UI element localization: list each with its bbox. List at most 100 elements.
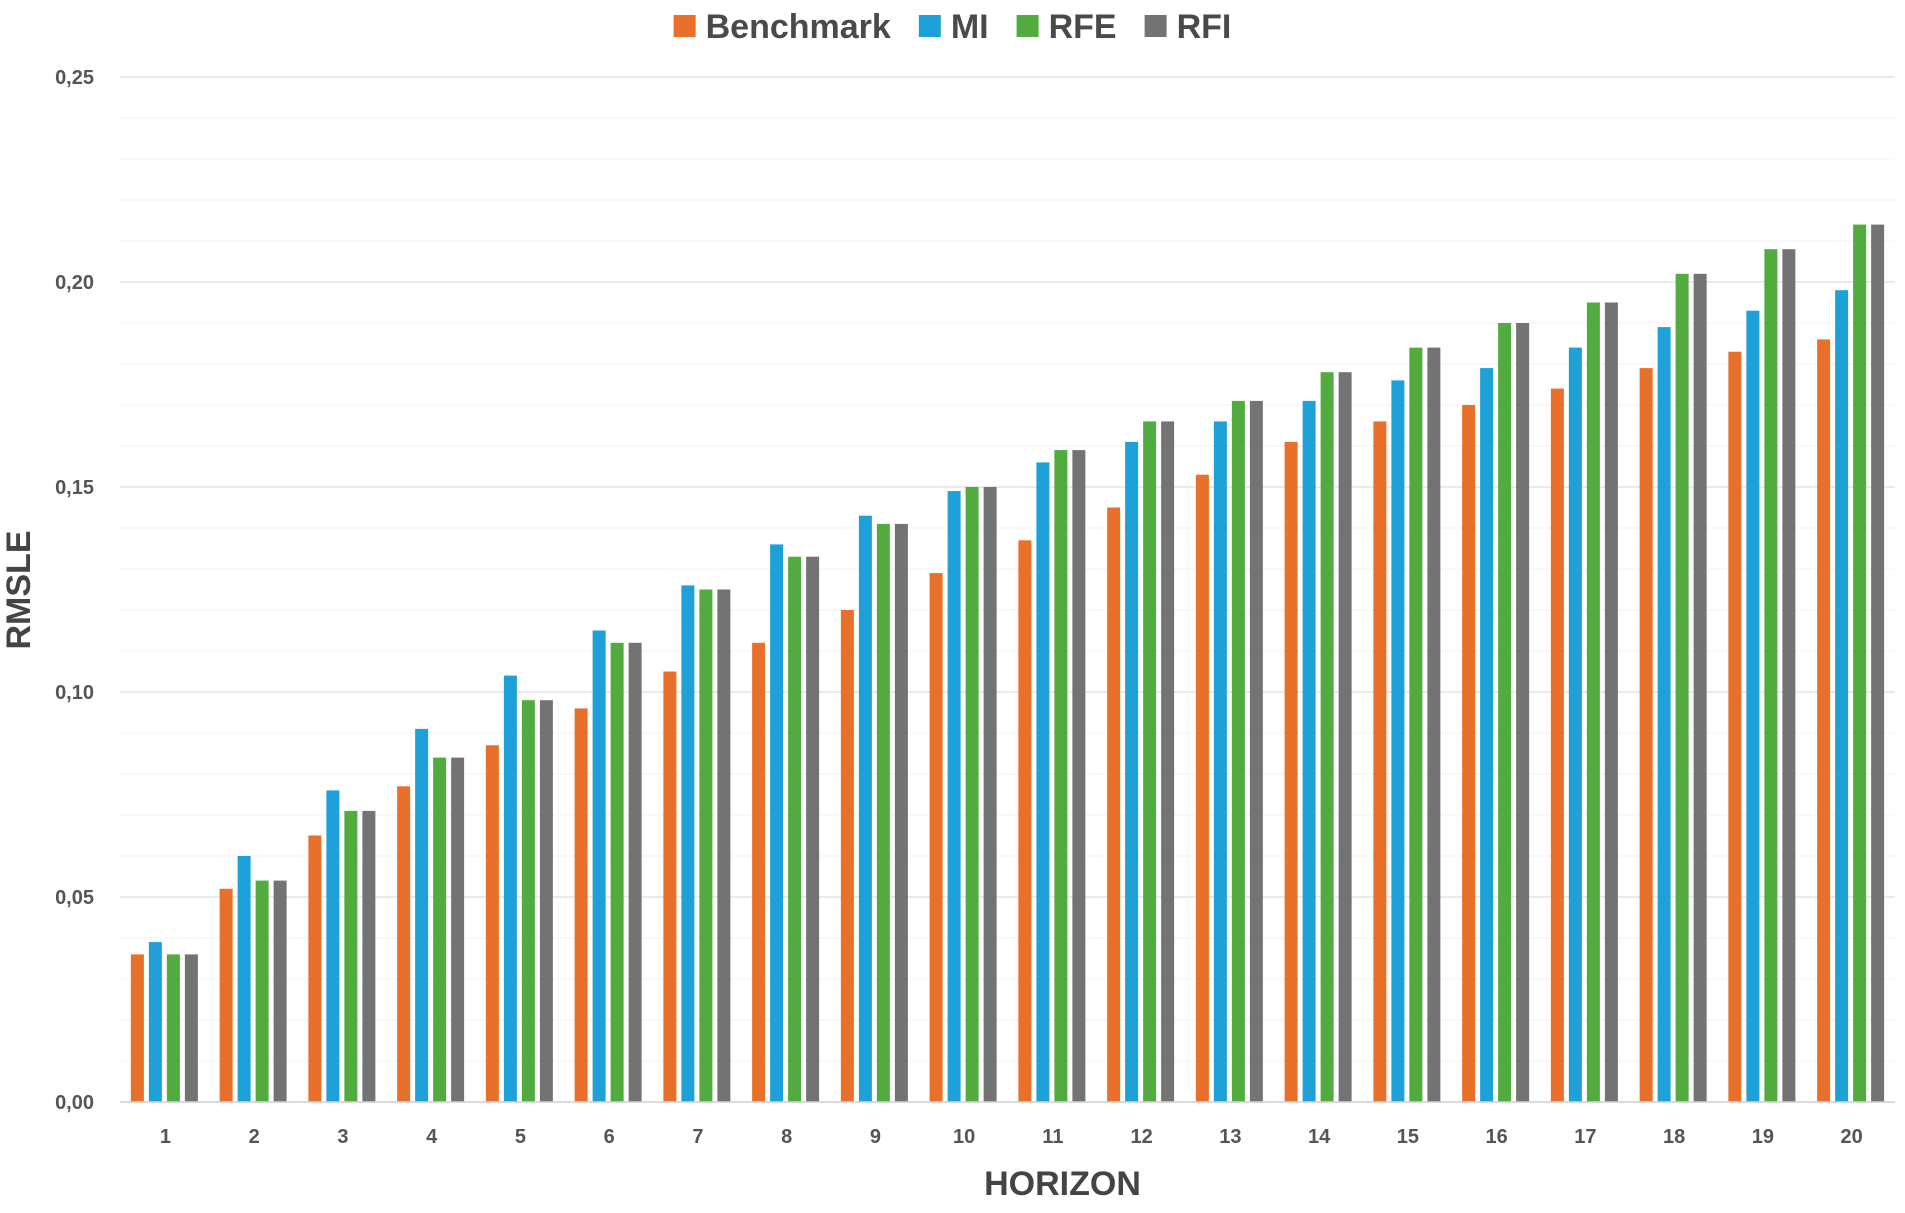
legend-swatch — [1016, 15, 1039, 37]
bar-benchmark-11 — [1018, 540, 1032, 1102]
bar-rfe-6 — [610, 642, 624, 1102]
bar-rfe-18 — [1675, 273, 1689, 1102]
bar-rfe-4 — [433, 757, 447, 1102]
bars — [130, 224, 1885, 1103]
bar-rfi-5 — [539, 700, 553, 1102]
bar-rfi-19 — [1782, 249, 1796, 1102]
bar-mi-18 — [1657, 327, 1671, 1103]
bar-rfe-12 — [1143, 421, 1157, 1102]
x-tick-label: 4 — [426, 1126, 438, 1148]
bar-mi-8 — [770, 544, 784, 1102]
bar-benchmark-10 — [929, 573, 943, 1102]
bar-benchmark-16 — [1462, 405, 1476, 1102]
x-axis-title: HORIZON — [984, 1165, 1141, 1203]
bar-rfe-10 — [965, 487, 979, 1102]
legend-item-rfi: RFI — [1144, 8, 1232, 46]
bar-rfi-9 — [894, 523, 908, 1102]
bar-rfi-10 — [983, 487, 997, 1102]
bar-rfi-17 — [1604, 302, 1618, 1102]
bar-benchmark-1 — [130, 954, 144, 1102]
bar-benchmark-19 — [1728, 351, 1742, 1102]
bar-rfe-16 — [1498, 323, 1512, 1102]
bar-rfe-7 — [699, 589, 713, 1102]
x-tick-label: 2 — [249, 1126, 260, 1148]
y-tick-label: 0,20 — [55, 272, 94, 294]
x-tick-label: 6 — [604, 1126, 615, 1148]
x-tick-label: 5 — [515, 1126, 526, 1148]
x-tick-label: 7 — [692, 1126, 703, 1148]
bar-rfe-9 — [876, 523, 890, 1102]
bar-rfi-15 — [1427, 347, 1441, 1103]
legend-label: Benchmark — [706, 8, 891, 46]
bar-benchmark-12 — [1107, 507, 1121, 1102]
bar-rfe-1 — [166, 954, 180, 1102]
bar-rfi-2 — [273, 880, 287, 1102]
bar-rfe-19 — [1764, 249, 1778, 1102]
legend: Benchmark MI RFE RFI — [673, 8, 1232, 46]
x-tick-label: 18 — [1663, 1126, 1685, 1148]
bar-rfi-14 — [1338, 372, 1352, 1102]
bar-rfi-1 — [184, 954, 198, 1102]
bar-benchmark-8 — [752, 642, 766, 1102]
x-tick-label: 8 — [781, 1126, 792, 1148]
bar-mi-11 — [1036, 462, 1050, 1102]
bar-rfi-6 — [628, 642, 642, 1102]
x-tick-label: 12 — [1131, 1126, 1153, 1148]
bar-mi-6 — [592, 630, 606, 1102]
bar-rfe-14 — [1320, 372, 1334, 1102]
legend-swatch — [1144, 15, 1167, 37]
bar-benchmark-15 — [1373, 421, 1387, 1102]
bar-mi-12 — [1125, 441, 1139, 1102]
gridlines — [120, 76, 1895, 1103]
x-tick-label: 17 — [1574, 1126, 1596, 1148]
legend-label: RFE — [1049, 8, 1117, 46]
bar-benchmark-4 — [397, 786, 411, 1102]
legend-swatch — [673, 15, 696, 37]
bar-rfe-3 — [344, 810, 358, 1102]
x-tick-label: 15 — [1397, 1126, 1419, 1148]
bar-benchmark-5 — [485, 745, 499, 1102]
bar-rfe-13 — [1231, 400, 1245, 1102]
bar-rfi-16 — [1516, 323, 1530, 1102]
bar-rfi-8 — [806, 556, 820, 1102]
legend-swatch — [918, 15, 941, 37]
bar-mi-9 — [858, 515, 872, 1102]
bar-rfi-4 — [451, 757, 465, 1102]
legend-label: RFI — [1177, 8, 1232, 46]
x-tick-label: 13 — [1219, 1126, 1241, 1148]
bar-benchmark-6 — [574, 708, 588, 1102]
x-tick-label: 9 — [870, 1126, 881, 1148]
bar-rfe-15 — [1409, 347, 1423, 1103]
bar-mi-17 — [1568, 347, 1582, 1103]
x-tick-label: 11 — [1042, 1126, 1063, 1148]
bar-rfe-2 — [255, 880, 269, 1102]
bar-benchmark-14 — [1284, 441, 1298, 1102]
y-axis-title: RMSLE — [0, 531, 38, 650]
bar-mi-14 — [1302, 400, 1316, 1102]
bar-mi-13 — [1213, 421, 1227, 1102]
y-tick-label: 0,00 — [55, 1092, 94, 1114]
bar-benchmark-9 — [840, 610, 854, 1102]
bar-rfe-20 — [1853, 224, 1867, 1103]
y-tick-label: 0,15 — [55, 477, 94, 499]
axes: 0,000,050,100,150,200,251 2 3 4 5 6 7 8 9 10 11 12 1… — [55, 67, 1895, 1148]
x-tick-label: 20 — [1841, 1126, 1863, 1148]
bar-rfi-20 — [1871, 224, 1885, 1103]
x-tick-label: 10 — [953, 1126, 975, 1148]
bar-mi-15 — [1391, 380, 1405, 1102]
bar-mi-5 — [503, 675, 517, 1102]
bar-mi-3 — [326, 790, 340, 1102]
bar-benchmark-18 — [1639, 368, 1653, 1103]
bar-mi-2 — [237, 856, 251, 1102]
x-tick-label: 16 — [1486, 1126, 1508, 1148]
bar-rfe-11 — [1054, 450, 1068, 1103]
bar-mi-20 — [1835, 290, 1849, 1102]
bar-mi-7 — [681, 585, 695, 1102]
bar-benchmark-17 — [1550, 388, 1564, 1103]
bar-mi-19 — [1746, 310, 1760, 1102]
bar-rfi-11 — [1072, 450, 1086, 1103]
bar-rfi-13 — [1249, 400, 1263, 1102]
x-tick-label: 19 — [1752, 1126, 1774, 1148]
